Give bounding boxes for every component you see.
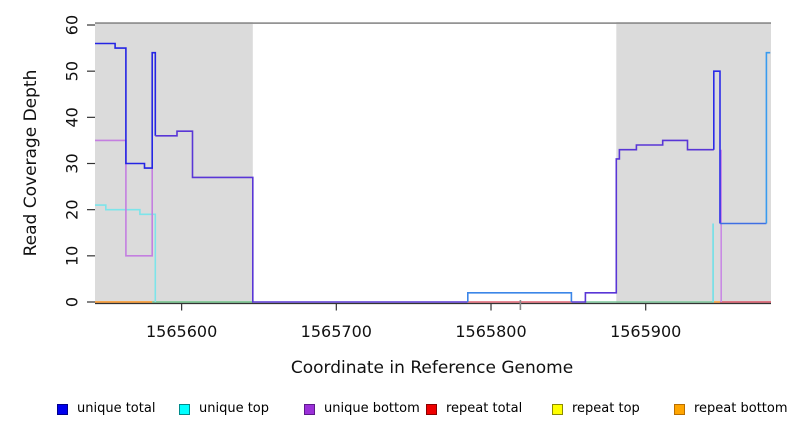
- series-unique-total: [466, 291, 573, 302]
- y-tick-label: 60: [63, 15, 82, 35]
- x-axis-title: Coordinate in Reference Genome: [290, 358, 574, 378]
- legend-swatch-repeat-total: [426, 403, 437, 415]
- legend-item-repeat-top: repeat top: [552, 401, 640, 417]
- legend: unique total unique top unique bottom re…: [0, 401, 792, 423]
- y-tick-label: 0: [63, 297, 82, 307]
- series-unique-total: [95, 42, 157, 169]
- x-tick-label: 1565700: [301, 322, 372, 341]
- legend-label: unique total: [77, 401, 156, 416]
- legend-label: unique bottom: [324, 401, 420, 416]
- x-tick-label: 1565900: [610, 322, 681, 341]
- legend-swatch-repeat-bottom: [674, 403, 685, 415]
- legend-swatch-unique-total: [57, 403, 68, 415]
- series-unique-total: [155, 130, 468, 303]
- legend-swatch-repeat-top: [552, 403, 563, 415]
- y-axis-title: Read Coverage Depth: [21, 69, 41, 257]
- series-unique-total: [765, 51, 771, 224]
- x-tick-label: 1565600: [146, 322, 217, 341]
- series-unique-total: [712, 70, 721, 224]
- series-unique-total: [571, 139, 714, 303]
- series-unique-bottom: [95, 139, 153, 257]
- y-tick-label: 10: [63, 246, 82, 266]
- legend-label: repeat total: [446, 401, 523, 416]
- legend-item-repeat-bottom: repeat bottom: [674, 401, 788, 417]
- y-tick-label: 20: [63, 199, 82, 219]
- legend-item-unique-total: unique total: [57, 401, 155, 417]
- legend-label: repeat top: [572, 401, 640, 416]
- series-unique-top: [95, 204, 157, 302]
- y-tick-label: 50: [63, 61, 82, 81]
- legend-swatch-unique-bottom: [304, 403, 315, 415]
- y-tick-label: 40: [63, 107, 82, 127]
- legend-item-repeat-total: repeat total: [426, 401, 522, 417]
- legend-item-unique-top: unique top: [179, 401, 269, 417]
- shaded-region: [616, 22, 771, 303]
- y-tick-label: 30: [63, 153, 82, 173]
- legend-label: repeat bottom: [694, 401, 788, 416]
- legend-label: unique top: [199, 401, 270, 416]
- legend-item-unique-bottom: unique bottom: [304, 401, 420, 417]
- shaded-region: [95, 22, 253, 303]
- legend-swatch-unique-top: [179, 403, 190, 415]
- x-tick-label: 1565800: [455, 322, 526, 341]
